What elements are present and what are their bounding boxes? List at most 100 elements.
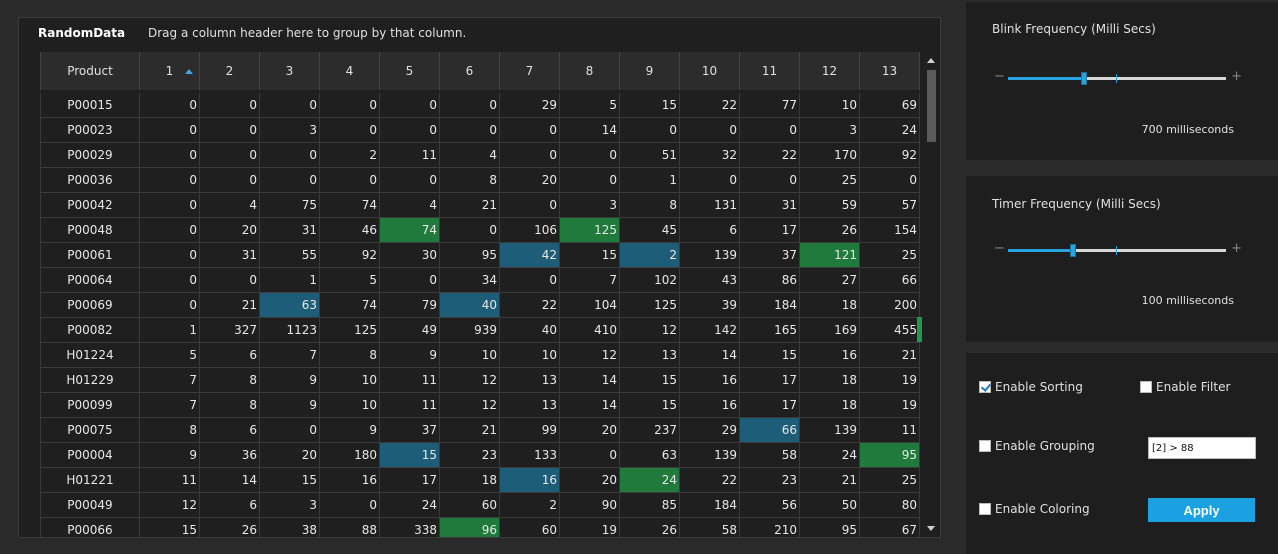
- product-cell[interactable]: P00075: [40, 418, 140, 443]
- value-cell[interactable]: 16: [800, 343, 860, 368]
- value-cell[interactable]: 50: [800, 493, 860, 518]
- table-row[interactable]: P00064 0 0 1 5 0 34 0 7 102 43 86 27 66: [40, 268, 920, 293]
- value-cell[interactable]: 95: [860, 443, 920, 468]
- value-cell[interactable]: 29: [680, 418, 740, 443]
- value-cell[interactable]: 11: [860, 418, 920, 443]
- table-row[interactable]: P00069 0 21 63 74 79 40 22 104 125 39 184 18 200: [40, 293, 920, 318]
- column-header-8[interactable]: 8: [560, 52, 620, 90]
- value-cell[interactable]: 6: [200, 493, 260, 518]
- value-cell[interactable]: 7: [560, 268, 620, 293]
- value-cell[interactable]: 8: [620, 193, 680, 218]
- value-cell[interactable]: 0: [680, 168, 740, 193]
- value-cell[interactable]: 0: [200, 93, 260, 118]
- scroll-up-icon[interactable]: [927, 58, 935, 63]
- value-cell[interactable]: 80: [860, 493, 920, 518]
- slider-track[interactable]: [1008, 72, 1226, 85]
- value-cell[interactable]: 22: [680, 93, 740, 118]
- value-cell[interactable]: 184: [680, 493, 740, 518]
- value-cell[interactable]: 0: [140, 218, 200, 243]
- slider-track[interactable]: [1008, 244, 1226, 257]
- value-cell[interactable]: 338: [380, 518, 440, 537]
- value-cell[interactable]: 15: [620, 93, 680, 118]
- value-cell[interactable]: 79: [380, 293, 440, 318]
- value-cell[interactable]: 19: [860, 393, 920, 418]
- value-cell[interactable]: 37: [380, 418, 440, 443]
- table-row[interactable]: H01229 7 8 9 10 11 12 13 14 15 16 17 18 19: [40, 368, 920, 393]
- value-cell[interactable]: 11: [140, 468, 200, 493]
- value-cell[interactable]: 139: [680, 243, 740, 268]
- value-cell[interactable]: 11: [380, 393, 440, 418]
- value-cell[interactable]: 15: [620, 368, 680, 393]
- value-cell[interactable]: 106: [500, 218, 560, 243]
- minus-icon[interactable]: −: [994, 69, 1005, 84]
- value-cell[interactable]: 0: [200, 168, 260, 193]
- value-cell[interactable]: 237: [620, 418, 680, 443]
- value-cell[interactable]: 42: [500, 243, 560, 268]
- scroll-thumb[interactable]: [927, 70, 936, 142]
- value-cell[interactable]: 0: [380, 93, 440, 118]
- value-cell[interactable]: 5: [140, 343, 200, 368]
- value-cell[interactable]: 20: [200, 218, 260, 243]
- product-cell[interactable]: H01229: [40, 368, 140, 393]
- value-cell[interactable]: 77: [740, 93, 800, 118]
- value-cell[interactable]: 0: [380, 268, 440, 293]
- value-cell[interactable]: 2: [620, 243, 680, 268]
- value-cell[interactable]: 0: [560, 143, 620, 168]
- value-cell[interactable]: 4: [440, 143, 500, 168]
- product-cell[interactable]: H01224: [40, 343, 140, 368]
- value-cell[interactable]: 12: [140, 493, 200, 518]
- table-row[interactable]: H01224 5 6 7 8 9 10 10 12 13 14 15 16 21: [40, 343, 920, 368]
- value-cell[interactable]: 24: [620, 468, 680, 493]
- product-cell[interactable]: P00015: [40, 93, 140, 118]
- value-cell[interactable]: 125: [320, 318, 380, 343]
- value-cell[interactable]: 0: [500, 268, 560, 293]
- value-cell[interactable]: 58: [680, 518, 740, 537]
- checkbox-icon[interactable]: [1140, 381, 1152, 393]
- value-cell[interactable]: 0: [380, 168, 440, 193]
- value-cell[interactable]: 0: [500, 193, 560, 218]
- product-cell[interactable]: P00064: [40, 268, 140, 293]
- value-cell[interactable]: 5: [560, 93, 620, 118]
- value-cell[interactable]: 327: [200, 318, 260, 343]
- value-cell[interactable]: 139: [680, 443, 740, 468]
- value-cell[interactable]: 18: [800, 393, 860, 418]
- product-cell[interactable]: P00069: [40, 293, 140, 318]
- product-cell[interactable]: P00023: [40, 118, 140, 143]
- product-cell[interactable]: P00029: [40, 143, 140, 168]
- value-cell[interactable]: 29: [500, 93, 560, 118]
- table-row[interactable]: H01221 11 14 15 16 17 18 16 20 24 22 23 21 25: [40, 468, 920, 493]
- product-cell[interactable]: P00066: [40, 518, 140, 537]
- value-cell[interactable]: 9: [260, 368, 320, 393]
- value-cell[interactable]: 15: [260, 468, 320, 493]
- value-cell[interactable]: 19: [560, 518, 620, 537]
- value-cell[interactable]: 40: [440, 293, 500, 318]
- checkbox-checked-icon[interactable]: [979, 381, 991, 393]
- value-cell[interactable]: 1: [260, 268, 320, 293]
- table-row[interactable]: P00036 0 0 0 0 0 8 20 0 1 0 0 25 0: [40, 168, 920, 193]
- value-cell[interactable]: 21: [440, 418, 500, 443]
- value-cell[interactable]: 169: [800, 318, 860, 343]
- group-panel[interactable]: RandomData Drag a column header here to …: [19, 18, 940, 51]
- value-cell[interactable]: 9: [320, 418, 380, 443]
- value-cell[interactable]: 0: [560, 168, 620, 193]
- value-cell[interactable]: 4: [200, 193, 260, 218]
- value-cell[interactable]: 210: [740, 518, 800, 537]
- value-cell[interactable]: 939: [440, 318, 500, 343]
- value-cell[interactable]: 125: [620, 293, 680, 318]
- value-cell[interactable]: 0: [260, 143, 320, 168]
- value-cell[interactable]: 5: [320, 268, 380, 293]
- value-cell[interactable]: 14: [200, 468, 260, 493]
- value-cell[interactable]: 39: [680, 293, 740, 318]
- value-cell[interactable]: 154: [860, 218, 920, 243]
- table-row[interactable]: P00048 0 20 31 46 74 0 106 125 45 6 17 26 154: [40, 218, 920, 243]
- value-cell[interactable]: 18: [800, 368, 860, 393]
- enable-filter-checkbox[interactable]: Enable Filter: [1140, 380, 1230, 394]
- value-cell[interactable]: 3: [800, 118, 860, 143]
- value-cell[interactable]: 14: [560, 393, 620, 418]
- value-cell[interactable]: 0: [500, 143, 560, 168]
- value-cell[interactable]: 0: [440, 93, 500, 118]
- value-cell[interactable]: 0: [260, 93, 320, 118]
- value-cell[interactable]: 165: [740, 318, 800, 343]
- value-cell[interactable]: 10: [320, 368, 380, 393]
- value-cell[interactable]: 8: [440, 168, 500, 193]
